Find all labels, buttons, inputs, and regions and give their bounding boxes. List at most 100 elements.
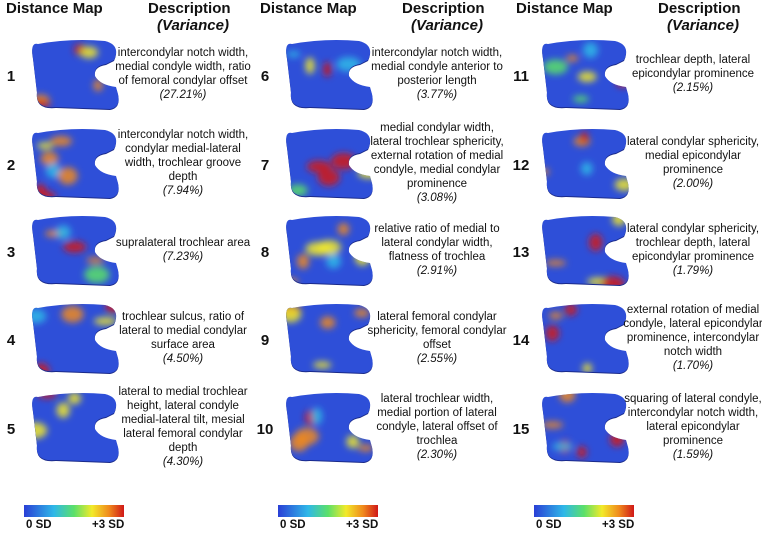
- hotspot: [320, 316, 336, 329]
- hotspots: [542, 131, 629, 191]
- hotspots: [32, 393, 82, 439]
- hotspots: [542, 393, 625, 459]
- hotspot: [548, 312, 563, 320]
- hotspot: [50, 136, 73, 147]
- hotspot: [45, 163, 61, 179]
- hotspots: [44, 225, 110, 284]
- row-number: 8: [260, 244, 270, 261]
- map-surface: [32, 216, 119, 285]
- description-text: squaring of lateral condyle, intercondyl…: [624, 393, 762, 447]
- hotspot: [286, 51, 301, 58]
- hotspot: [86, 257, 105, 264]
- distance-map: [32, 129, 119, 199]
- color-scale: [278, 505, 378, 517]
- hotspot: [93, 317, 117, 326]
- hotspot: [286, 306, 302, 323]
- description-text: intercondylar notch width, condylar medi…: [117, 129, 249, 183]
- description-text: trochlear depth, lateral epicondylar pro…: [631, 54, 755, 80]
- header-description: Description: [658, 0, 741, 17]
- row-number: 1: [6, 68, 16, 85]
- hotspot: [325, 253, 342, 269]
- column: Distance Map Description (Variance) 6 interc…: [254, 0, 508, 533]
- header-variance: (Variance): [411, 17, 483, 34]
- hotspot: [582, 42, 599, 59]
- variance: (1.59%): [672, 449, 714, 461]
- hotspot: [545, 325, 560, 342]
- variance: (2.00%): [672, 178, 714, 190]
- description: relative ratio of medial to lateral cond…: [366, 208, 508, 292]
- row-number: 9: [260, 332, 270, 349]
- map-surface: [542, 393, 629, 462]
- hotspot: [552, 442, 573, 451]
- distance-map: [286, 129, 373, 199]
- hotspot: [614, 178, 629, 191]
- hotspot: [572, 95, 589, 103]
- hotspot: [40, 151, 59, 166]
- description: squaring of lateral condyle, intercondyl…: [622, 385, 762, 469]
- hotspot: [580, 162, 593, 176]
- hotspots: [543, 42, 629, 103]
- scale-min: 0 SD: [536, 519, 562, 531]
- description: intercondylar notch width, medial condyl…: [112, 32, 254, 116]
- description: medial condylar width, lateral trochlear…: [366, 121, 508, 205]
- header-map: Distance Map: [516, 0, 613, 17]
- map-surface: [32, 304, 119, 373]
- hotspots: [545, 304, 593, 373]
- map-surface: [542, 216, 629, 285]
- distance-map: [32, 304, 119, 374]
- hotspot: [37, 393, 58, 399]
- map-surface: [286, 216, 373, 285]
- header-variance: (Variance): [667, 17, 739, 34]
- description: lateral condylar sphericity, medial epic…: [622, 121, 762, 205]
- hotspot: [305, 241, 332, 256]
- hotspots: [289, 407, 373, 452]
- color-scale: [24, 505, 124, 517]
- hotspot: [545, 259, 567, 267]
- row-number: 5: [6, 421, 16, 438]
- description-text: lateral condylar sphericity, trochlear d…: [626, 223, 760, 263]
- hotspot: [317, 168, 340, 186]
- row-number: 12: [512, 157, 530, 174]
- hotspot: [577, 71, 597, 83]
- hotspot: [612, 216, 626, 226]
- row-number: 6: [260, 68, 270, 85]
- header-map: Distance Map: [260, 0, 357, 17]
- hotspot: [346, 435, 360, 449]
- map-surface: [286, 304, 373, 373]
- description-text: supralateral trochlear area: [115, 237, 251, 249]
- distance-map: [32, 216, 119, 286]
- map-surface: [286, 393, 373, 462]
- hotspot: [55, 225, 71, 240]
- hotspot: [559, 393, 576, 403]
- variance: (2.30%): [416, 449, 458, 461]
- row-number: 13: [512, 244, 530, 261]
- variance: (1.70%): [672, 360, 714, 372]
- column: Distance Map Description (Variance) 11 troch…: [510, 0, 762, 533]
- row-number: 15: [512, 421, 530, 438]
- distance-map: [542, 304, 629, 374]
- hotspot: [67, 393, 82, 405]
- variance: (2.15%): [672, 82, 714, 94]
- hotspot: [601, 276, 625, 285]
- variance: (1.79%): [672, 265, 714, 277]
- color-scale-bar: [278, 505, 378, 517]
- scale-max: +3 SD: [346, 519, 379, 531]
- distance-map: [286, 393, 373, 463]
- description: trochlear depth, lateral epicondylar pro…: [622, 32, 762, 116]
- map-surface: [32, 129, 119, 198]
- color-scale-bar: [24, 505, 124, 517]
- description-text: lateral trochlear width, medial portion …: [376, 393, 498, 447]
- description-text: external rotation of medial condyle, lat…: [623, 304, 762, 358]
- description-text: lateral to medial trochlear height, late…: [118, 386, 248, 454]
- hotspot: [84, 266, 110, 284]
- hotspot: [566, 55, 579, 62]
- hotspot: [80, 46, 99, 59]
- distance-map: [542, 216, 629, 286]
- header-map: Distance Map: [6, 0, 103, 17]
- distance-map: [286, 40, 373, 110]
- hotspot: [32, 309, 47, 324]
- distance-map: [542, 129, 629, 199]
- scale-min: 0 SD: [280, 519, 306, 531]
- map-surface: [542, 40, 629, 109]
